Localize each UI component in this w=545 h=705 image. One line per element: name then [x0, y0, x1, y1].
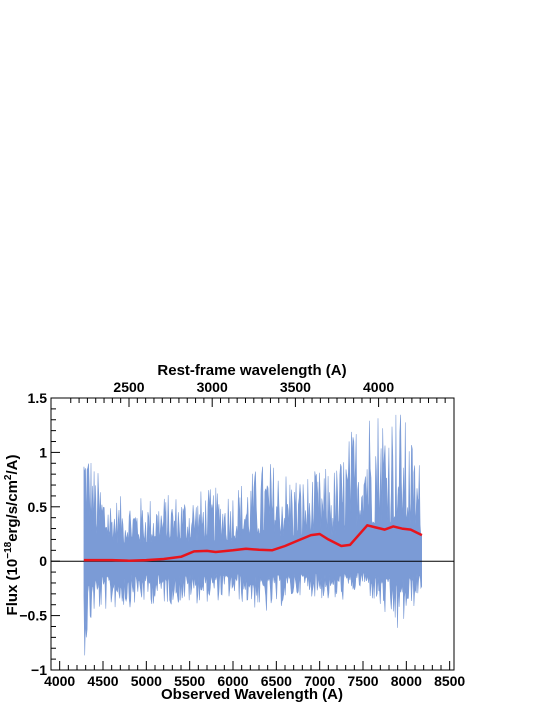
x-tick-label: 8000 — [391, 673, 422, 689]
top-axis: 2500 3000 3500 4000 — [70, 379, 446, 407]
x-axis-title: Observed Wavelength (A) — [161, 686, 343, 703]
bottom-axis: 4000 4500 5000 5500 6000 6500 7000 7500 8000 8500 — [44, 661, 465, 689]
y-tick-label: 0.5 — [28, 499, 48, 515]
y-tick-label: 1 — [39, 444, 47, 460]
y-axis-title: Flux (10−18erg/s/cm2/A) — [3, 455, 21, 616]
y-tick-label: −1 — [31, 662, 47, 678]
x-tick-label: 6000 — [217, 673, 248, 689]
x-tick-label: 7500 — [347, 673, 378, 689]
top-tick-label: 3000 — [197, 379, 228, 395]
y-tick-label: 0 — [39, 553, 47, 569]
top-axis-title: Rest-frame wavelength (A) — [157, 362, 346, 379]
left-axis: −1 −0.5 0 0.5 1 1.5 — [19, 390, 60, 678]
smoothed-flux-line — [83, 524, 423, 562]
x-tick-label: 5000 — [131, 673, 162, 689]
x-tick-label: 4500 — [87, 673, 118, 689]
x-tick-label: 7000 — [304, 673, 335, 689]
top-tick-label: 4000 — [363, 379, 394, 395]
top-tick-label: 3500 — [280, 379, 311, 395]
smoothed-flux-series — [83, 524, 423, 562]
plot-frame — [50, 397, 455, 671]
x-tick-label: 8500 — [434, 673, 465, 689]
x-tick-label: 4000 — [44, 673, 75, 689]
y-tick-label: 1.5 — [28, 390, 48, 406]
x-tick-label: 5500 — [174, 673, 205, 689]
x-tick-label: 6500 — [261, 673, 292, 689]
top-tick-label: 2500 — [113, 379, 144, 395]
y-tick-label: −0.5 — [19, 608, 47, 624]
flux-band-series — [83, 414, 422, 656]
flux-band-area — [83, 414, 422, 656]
